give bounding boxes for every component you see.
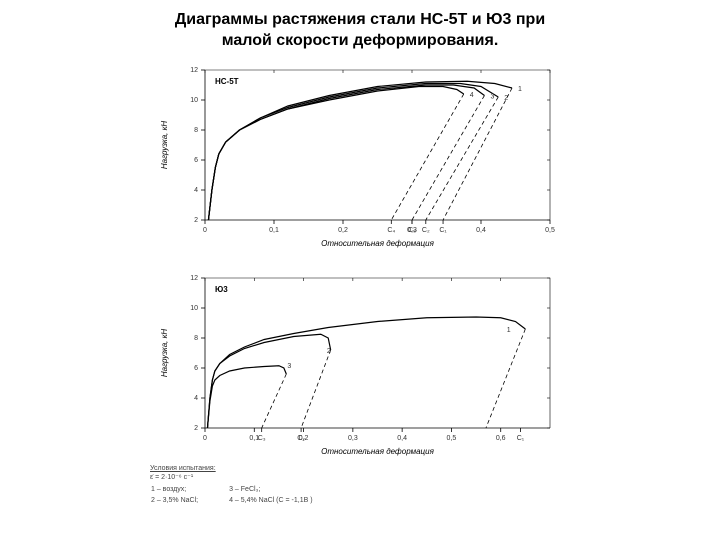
svg-text:0,5: 0,5 — [545, 227, 555, 234]
svg-text:1: 1 — [518, 86, 522, 93]
svg-text:4: 4 — [194, 187, 198, 194]
svg-text:Относительная деформация: Относительная деформация — [321, 239, 434, 248]
svg-text:C₃: C₃ — [258, 435, 266, 442]
svg-text:10: 10 — [190, 305, 198, 312]
svg-text:C₂: C₂ — [297, 435, 305, 442]
title-line-2: малой скорости деформирования. — [222, 32, 499, 49]
svg-text:Нагрузка, кН: Нагрузка, кН — [160, 120, 169, 169]
legend-1: 1 – воздух; — [150, 484, 228, 495]
strain-rate: ε̇ = 2·10⁻⁶ c⁻¹ — [150, 473, 570, 482]
legend-2: 2 – 3,5% NaCl; — [150, 495, 228, 506]
svg-text:4: 4 — [470, 92, 474, 99]
svg-text:C₁: C₁ — [439, 227, 447, 234]
svg-text:8: 8 — [194, 335, 198, 342]
svg-text:4: 4 — [194, 395, 198, 402]
svg-text:2: 2 — [194, 217, 198, 224]
svg-text:2: 2 — [194, 425, 198, 432]
svg-text:3: 3 — [490, 93, 494, 100]
svg-text:C₃: C₃ — [408, 227, 416, 234]
svg-text:8: 8 — [194, 127, 198, 134]
svg-text:НС-5Т: НС-5Т — [215, 77, 239, 86]
svg-text:C₄: C₄ — [387, 227, 395, 234]
conditions-heading: Условия испытания: — [150, 464, 570, 473]
test-conditions: Условия испытания: ε̇ = 2·10⁻⁶ c⁻¹ 1 – в… — [150, 464, 570, 506]
legend-4: 4 – 5,4% NaCl (C = -1,1В ) — [228, 495, 313, 506]
legend-3: 3 – FeCl₃; — [228, 484, 313, 495]
svg-text:6: 6 — [194, 157, 198, 164]
svg-text:10: 10 — [190, 97, 198, 104]
chart-hc5t: 2468101200,10,20,30,40,5Относительная де… — [150, 60, 570, 250]
svg-text:6: 6 — [194, 365, 198, 372]
title-line-1: Диаграммы растяжения стали НС-5Т и Ю3 пр… — [175, 11, 545, 28]
svg-text:3: 3 — [287, 363, 291, 370]
svg-text:0,3: 0,3 — [348, 435, 358, 442]
chart-yu3: 2468101200,10,20,30,40,50,6C₁Относительн… — [150, 268, 570, 458]
svg-text:12: 12 — [190, 275, 198, 282]
svg-text:Ю3: Ю3 — [215, 285, 228, 294]
svg-text:C₂: C₂ — [422, 227, 430, 234]
svg-text:0,4: 0,4 — [397, 435, 407, 442]
svg-text:0,2: 0,2 — [338, 227, 348, 234]
svg-text:0,6: 0,6 — [496, 435, 506, 442]
svg-text:0,5: 0,5 — [447, 435, 457, 442]
svg-text:0,1: 0,1 — [269, 227, 279, 234]
svg-text:0,4: 0,4 — [476, 227, 486, 234]
page-title: Диаграммы растяжения стали НС-5Т и Ю3 пр… — [40, 10, 680, 52]
svg-text:12: 12 — [190, 67, 198, 74]
svg-text:0: 0 — [203, 227, 207, 234]
svg-text:0: 0 — [203, 435, 207, 442]
svg-text:C₁: C₁ — [517, 435, 525, 442]
svg-text:Относительная деформация: Относительная деформация — [321, 447, 434, 456]
svg-text:1: 1 — [507, 327, 511, 334]
svg-text:Нагрузка, кН: Нагрузка, кН — [160, 328, 169, 377]
